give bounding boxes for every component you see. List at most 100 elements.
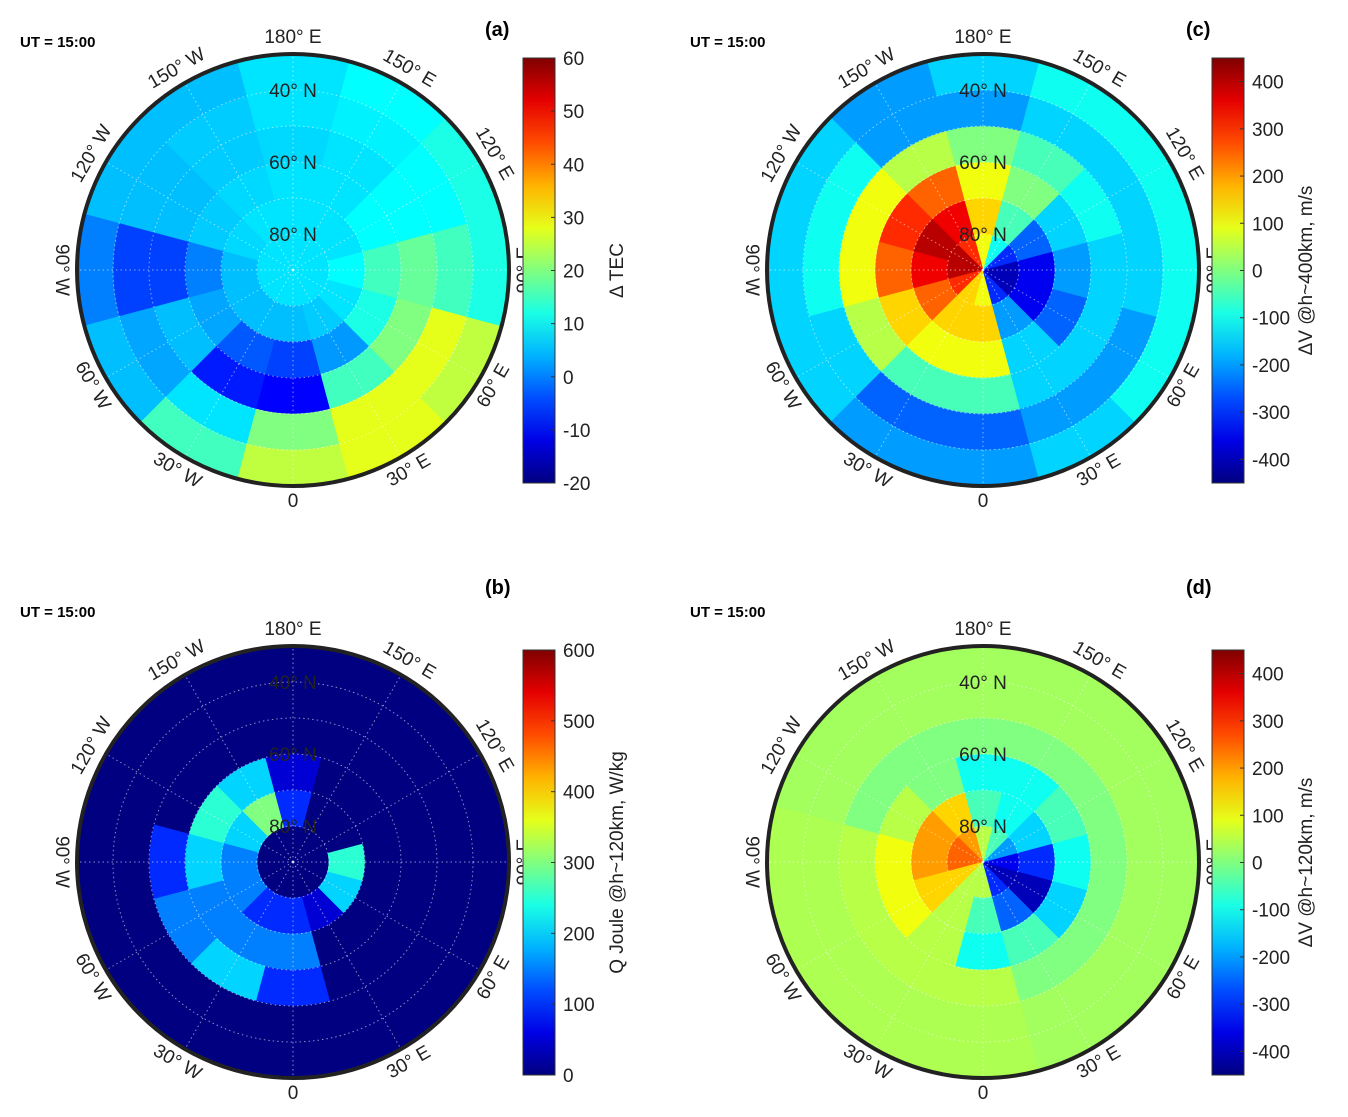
colorbar-tick-label: 40 xyxy=(563,155,584,176)
colorbar-tick-label: 10 xyxy=(563,315,584,336)
colorbar-label: Δ TEC xyxy=(607,243,628,298)
colorbar-tick-label: 300 xyxy=(1252,712,1284,733)
longitude-gridline xyxy=(874,861,984,1050)
colorbar-tick-label: 500 xyxy=(563,712,595,733)
colorbar-tick-label: 200 xyxy=(1252,759,1284,780)
longitude-gridline xyxy=(184,674,294,863)
colorbar-tick-label: -400 xyxy=(1252,1042,1290,1063)
heatmap-cell xyxy=(184,241,224,299)
longitude-gridline xyxy=(105,861,294,971)
longitude-gridline xyxy=(292,161,481,271)
heatmap-cell xyxy=(1086,232,1128,308)
heatmap-cell xyxy=(954,931,1012,971)
longitude-label: 0 xyxy=(978,491,989,512)
colorbar-tick-label: 600 xyxy=(563,641,595,662)
heatmap-cell xyxy=(1052,241,1092,299)
latitude-label: 80° N xyxy=(959,225,1007,246)
colorbar-tick-label: -100 xyxy=(1252,901,1290,922)
colorbar-tick-label: 0 xyxy=(563,368,574,389)
colorbar-tick-label: -20 xyxy=(563,474,590,495)
longitude-label: 180° E xyxy=(954,619,1011,640)
heatmap-cell xyxy=(1086,824,1128,900)
heatmap-cell xyxy=(362,241,402,299)
longitude-gridline xyxy=(105,269,294,379)
longitude-label: 0 xyxy=(288,1083,299,1104)
colorbar-tick-label: 0 xyxy=(563,1066,574,1087)
heatmap-cell xyxy=(945,373,1021,415)
colorbar-tick-label: -400 xyxy=(1252,450,1290,471)
colorbar-tick-label: 100 xyxy=(1252,214,1284,235)
longitude-gridline xyxy=(982,674,1092,863)
heatmap-cell xyxy=(396,232,438,308)
colorbar-tick-label: 200 xyxy=(563,924,595,945)
map-frame-circle xyxy=(765,52,1201,488)
latitude-label: 80° N xyxy=(269,817,317,838)
heatmap-cell xyxy=(255,373,331,415)
latitude-label: 40° N xyxy=(959,81,1007,102)
heatmap-cell xyxy=(184,833,224,891)
heatmap-cell xyxy=(874,833,914,891)
latitude-label: 40° N xyxy=(959,673,1007,694)
longitude-gridline xyxy=(292,674,402,863)
longitude-label: 90° W xyxy=(51,836,72,888)
colorbar-tick-label: 60 xyxy=(563,49,584,70)
heatmap-cell xyxy=(148,232,190,308)
longitude-gridline xyxy=(795,861,984,971)
colorbar-tick-label: -200 xyxy=(1252,356,1290,377)
longitude-gridline xyxy=(795,161,984,271)
colorbar-tick-label: -100 xyxy=(1252,309,1290,330)
colorbar-tick-label: 30 xyxy=(563,208,584,229)
colorbar-tick-label: 300 xyxy=(563,854,595,875)
longitude-label: 180° E xyxy=(264,619,321,640)
longitude-gridline xyxy=(795,269,984,379)
longitude-gridline xyxy=(874,674,984,863)
longitude-gridline xyxy=(292,269,402,458)
colorbar-label: ΔV @h~400km, m/s xyxy=(1296,186,1317,356)
heatmap-cell xyxy=(1052,833,1092,891)
heatmap-cell xyxy=(396,824,438,900)
colorbar-tick-label: 20 xyxy=(563,262,584,283)
latitude-label: 60° N xyxy=(269,745,317,766)
longitude-label: 180° E xyxy=(264,27,321,48)
colorbar xyxy=(1211,649,1245,1076)
latitude-label: 60° N xyxy=(959,153,1007,174)
longitude-gridline xyxy=(292,861,481,971)
colorbar-tick-label: -200 xyxy=(1252,948,1290,969)
latitude-label: 60° N xyxy=(959,745,1007,766)
heatmap-cell xyxy=(945,965,1021,1007)
longitude-gridline xyxy=(982,161,1171,271)
longitude-label: 0 xyxy=(288,491,299,512)
heatmap-cell xyxy=(838,232,880,308)
longitude-gridline xyxy=(874,82,984,271)
longitude-gridline xyxy=(874,269,984,458)
colorbar-tick-label: -10 xyxy=(563,421,590,442)
map-frame-circle xyxy=(75,52,511,488)
longitude-gridline xyxy=(292,269,481,379)
ut-time-label: UT = 15:00 xyxy=(690,604,765,621)
longitude-gridline xyxy=(982,753,1171,863)
longitude-label: 90° W xyxy=(51,244,72,296)
longitude-gridline xyxy=(105,753,294,863)
latitude-label: 40° N xyxy=(269,81,317,102)
colorbar-tick-label: 100 xyxy=(1252,806,1284,827)
colorbar-tick-label: 400 xyxy=(563,783,595,804)
longitude-gridline xyxy=(795,753,984,863)
ut-time-label: UT = 15:00 xyxy=(20,34,95,51)
colorbar-tick-label: -300 xyxy=(1252,995,1290,1016)
heatmap-cell xyxy=(148,824,190,900)
colorbar-tick-label: 50 xyxy=(563,102,584,123)
colorbar-tick-label: -300 xyxy=(1252,403,1290,424)
longitude-gridline xyxy=(292,753,481,863)
colorbar-tick-label: 400 xyxy=(1252,665,1284,686)
colorbar-label: ΔV @h~120km, m/s xyxy=(1296,778,1317,948)
latitude-label: 80° N xyxy=(959,817,1007,838)
latitude-label: 60° N xyxy=(269,153,317,174)
heatmap-cell xyxy=(954,339,1012,379)
colorbar-tick-label: 100 xyxy=(563,995,595,1016)
longitude-label: 90° W xyxy=(741,244,762,296)
colorbar-tick-label: 0 xyxy=(1252,262,1263,283)
longitude-gridline xyxy=(982,861,1092,1050)
longitude-gridline xyxy=(292,861,402,1050)
